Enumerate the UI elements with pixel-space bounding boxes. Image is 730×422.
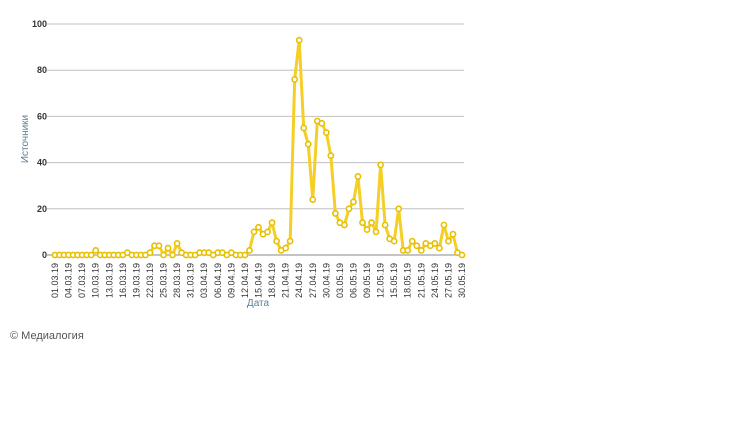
data-point — [440, 221, 448, 229]
x-axis-ticks: 01.03.19 04.03.19 07.03.19 10.03.19 13.03.19… — [50, 263, 467, 298]
data-point — [87, 251, 95, 259]
x-tick-label: 09.04.19 — [226, 263, 236, 298]
data-point — [250, 228, 258, 236]
data-point — [291, 76, 299, 83]
x-tick-label: 24.05.19 — [430, 263, 440, 298]
data-point — [327, 152, 335, 160]
data-point — [309, 196, 317, 203]
y-tick-label: 60 — [37, 111, 47, 121]
data-point — [300, 124, 308, 132]
data-point — [160, 251, 167, 259]
x-tick-label: 03.04.19 — [199, 263, 209, 298]
data-point — [390, 237, 398, 245]
data-point — [435, 244, 443, 252]
x-tick-label: 12.04.19 — [240, 263, 250, 298]
series-line — [55, 38, 463, 257]
data-point — [255, 223, 262, 231]
data-point — [322, 129, 330, 136]
y-axis-title: Источники — [20, 115, 31, 163]
y-tick-label: 20 — [37, 204, 47, 214]
data-point — [304, 140, 312, 148]
data-point — [273, 237, 280, 245]
x-tick-label: 31.03.19 — [186, 263, 196, 298]
data-points — [51, 36, 466, 259]
line-chart: 0 20 40 60 80 100 01.03.19 04.03.19 07.03.19 10.… — [20, 19, 467, 309]
data-point — [331, 210, 339, 217]
x-tick-label: 21.05.19 — [416, 263, 426, 298]
data-point — [368, 219, 375, 227]
data-point — [381, 221, 389, 229]
data-point — [408, 237, 416, 245]
data-point — [377, 161, 384, 169]
x-tick-label: 15.05.19 — [389, 263, 399, 298]
x-tick-label: 25.03.19 — [159, 263, 169, 298]
data-point — [413, 242, 421, 250]
copyright-text: © Медиалогия — [10, 330, 84, 342]
data-point — [458, 251, 466, 259]
data-point — [372, 228, 380, 236]
x-tick-label: 07.03.19 — [77, 263, 87, 298]
data-point — [286, 237, 294, 245]
x-tick-label: 16.03.19 — [118, 263, 128, 298]
data-point — [173, 240, 181, 247]
data-point — [354, 173, 362, 180]
data-point — [246, 246, 253, 254]
data-point — [282, 244, 290, 252]
grid-lines — [47, 23, 464, 256]
x-tick-label: 09.05.19 — [362, 263, 372, 298]
x-tick-label: 04.03.19 — [64, 263, 74, 298]
x-tick-label: 12.05.19 — [376, 263, 386, 298]
data-point — [431, 240, 439, 247]
data-point — [445, 237, 452, 245]
y-tick-label: 80 — [37, 65, 47, 75]
x-tick-label: 27.04.19 — [308, 263, 318, 298]
data-point — [264, 228, 271, 236]
data-point — [318, 119, 326, 127]
y-axis-ticks: 0 20 40 60 80 100 — [32, 19, 47, 260]
data-point — [359, 219, 366, 227]
x-tick-label: 10.03.19 — [91, 263, 101, 298]
data-point — [169, 251, 176, 259]
data-point — [363, 226, 371, 233]
x-tick-label: 27.05.19 — [443, 263, 453, 298]
data-point — [92, 246, 100, 254]
x-tick-label: 18.05.19 — [403, 263, 413, 298]
x-tick-label: 21.04.19 — [281, 263, 291, 298]
x-axis-title: Дата — [247, 298, 270, 309]
x-tick-label: 03.05.19 — [335, 263, 345, 298]
x-tick-label: 30.05.19 — [457, 263, 467, 298]
x-tick-label: 15.04.19 — [254, 263, 264, 298]
data-point — [345, 205, 353, 213]
x-tick-label: 19.03.19 — [131, 263, 141, 298]
x-tick-label: 24.04.19 — [294, 263, 304, 298]
x-tick-label: 01.03.19 — [50, 263, 60, 298]
x-tick-label: 18.04.19 — [267, 263, 277, 298]
y-tick-label: 0 — [42, 250, 47, 260]
x-tick-label: 06.05.19 — [348, 263, 358, 298]
x-tick-label: 22.03.19 — [145, 263, 155, 298]
x-tick-label: 13.03.19 — [104, 263, 114, 298]
data-point — [341, 221, 348, 229]
data-point — [417, 246, 425, 254]
data-point — [395, 205, 403, 213]
y-tick-label: 100 — [32, 19, 47, 29]
data-point — [350, 198, 357, 206]
y-tick-label: 40 — [37, 158, 47, 168]
x-tick-label: 30.04.19 — [321, 263, 331, 298]
data-point — [164, 244, 172, 252]
data-point — [155, 242, 163, 250]
x-tick-label: 06.04.19 — [213, 263, 223, 298]
data-point — [295, 36, 303, 44]
data-point — [268, 219, 276, 227]
data-point — [241, 251, 249, 259]
data-point — [449, 230, 457, 238]
x-tick-label: 28.03.19 — [172, 263, 182, 298]
data-point — [404, 246, 412, 254]
data-point — [146, 249, 154, 257]
